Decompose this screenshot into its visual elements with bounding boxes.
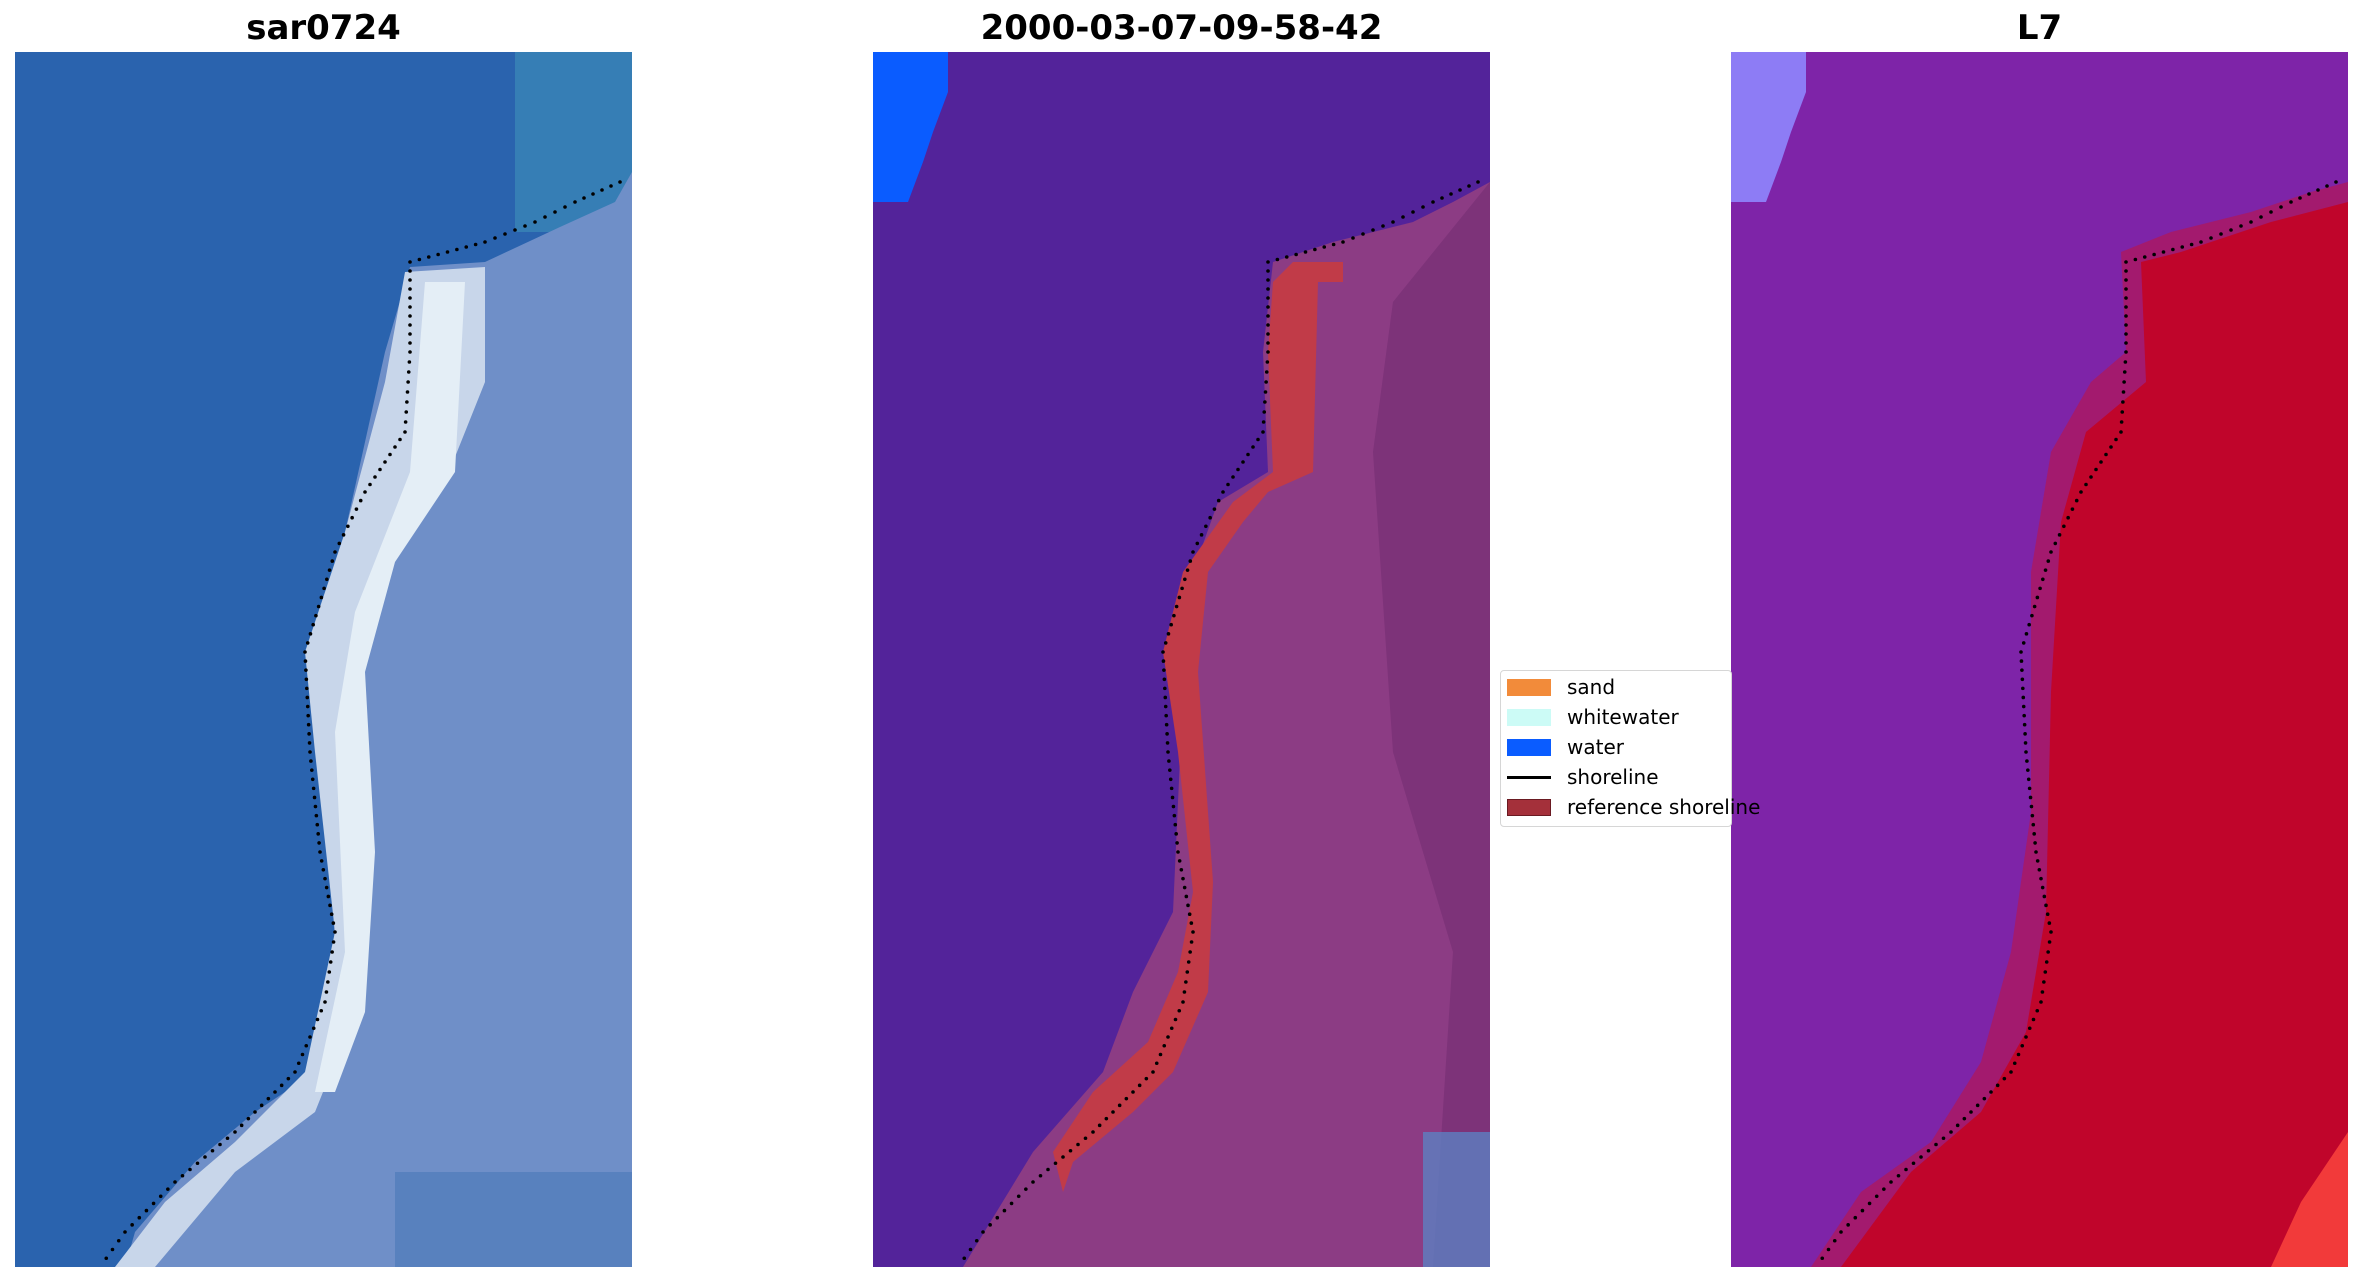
legend-item-shoreline: shoreline: [1507, 765, 1659, 789]
water-swatch: [1507, 738, 1551, 756]
rgb-image-panel: [15, 52, 632, 1267]
panel-title-classified: 2000-03-07-09-58-42: [980, 8, 1383, 48]
reference-shoreline-swatch: [1507, 798, 1551, 816]
false-color-image-panel: [1731, 52, 2348, 1267]
legend-label-whitewater: whitewater: [1567, 705, 1679, 729]
whitewater-swatch: [1507, 708, 1551, 726]
legend-label-water: water: [1567, 735, 1624, 759]
legend-item-sand: sand: [1507, 675, 1615, 699]
legend-item-water: water: [1507, 735, 1624, 759]
panel-title-rgb: sar0724: [246, 8, 401, 48]
shoreline-swatch: [1507, 775, 1551, 779]
legend: sand whitewater water shoreline referenc…: [1500, 670, 1760, 827]
legend-item-whitewater: whitewater: [1507, 705, 1679, 729]
false-color-image: [1731, 52, 2348, 1267]
rgb-satellite-image: [15, 52, 632, 1267]
classified-image: [873, 52, 1490, 1267]
panel-title-false-color: L7: [2016, 8, 2063, 48]
classified-image-panel: [873, 52, 1490, 1267]
legend-label-shoreline: shoreline: [1567, 765, 1659, 789]
sand-swatch: [1507, 678, 1551, 696]
legend-item-reference-shoreline: reference shoreline: [1507, 795, 1760, 819]
legend-label-sand: sand: [1567, 675, 1616, 699]
legend-label-reference-shoreline: reference shoreline: [1567, 795, 1761, 819]
